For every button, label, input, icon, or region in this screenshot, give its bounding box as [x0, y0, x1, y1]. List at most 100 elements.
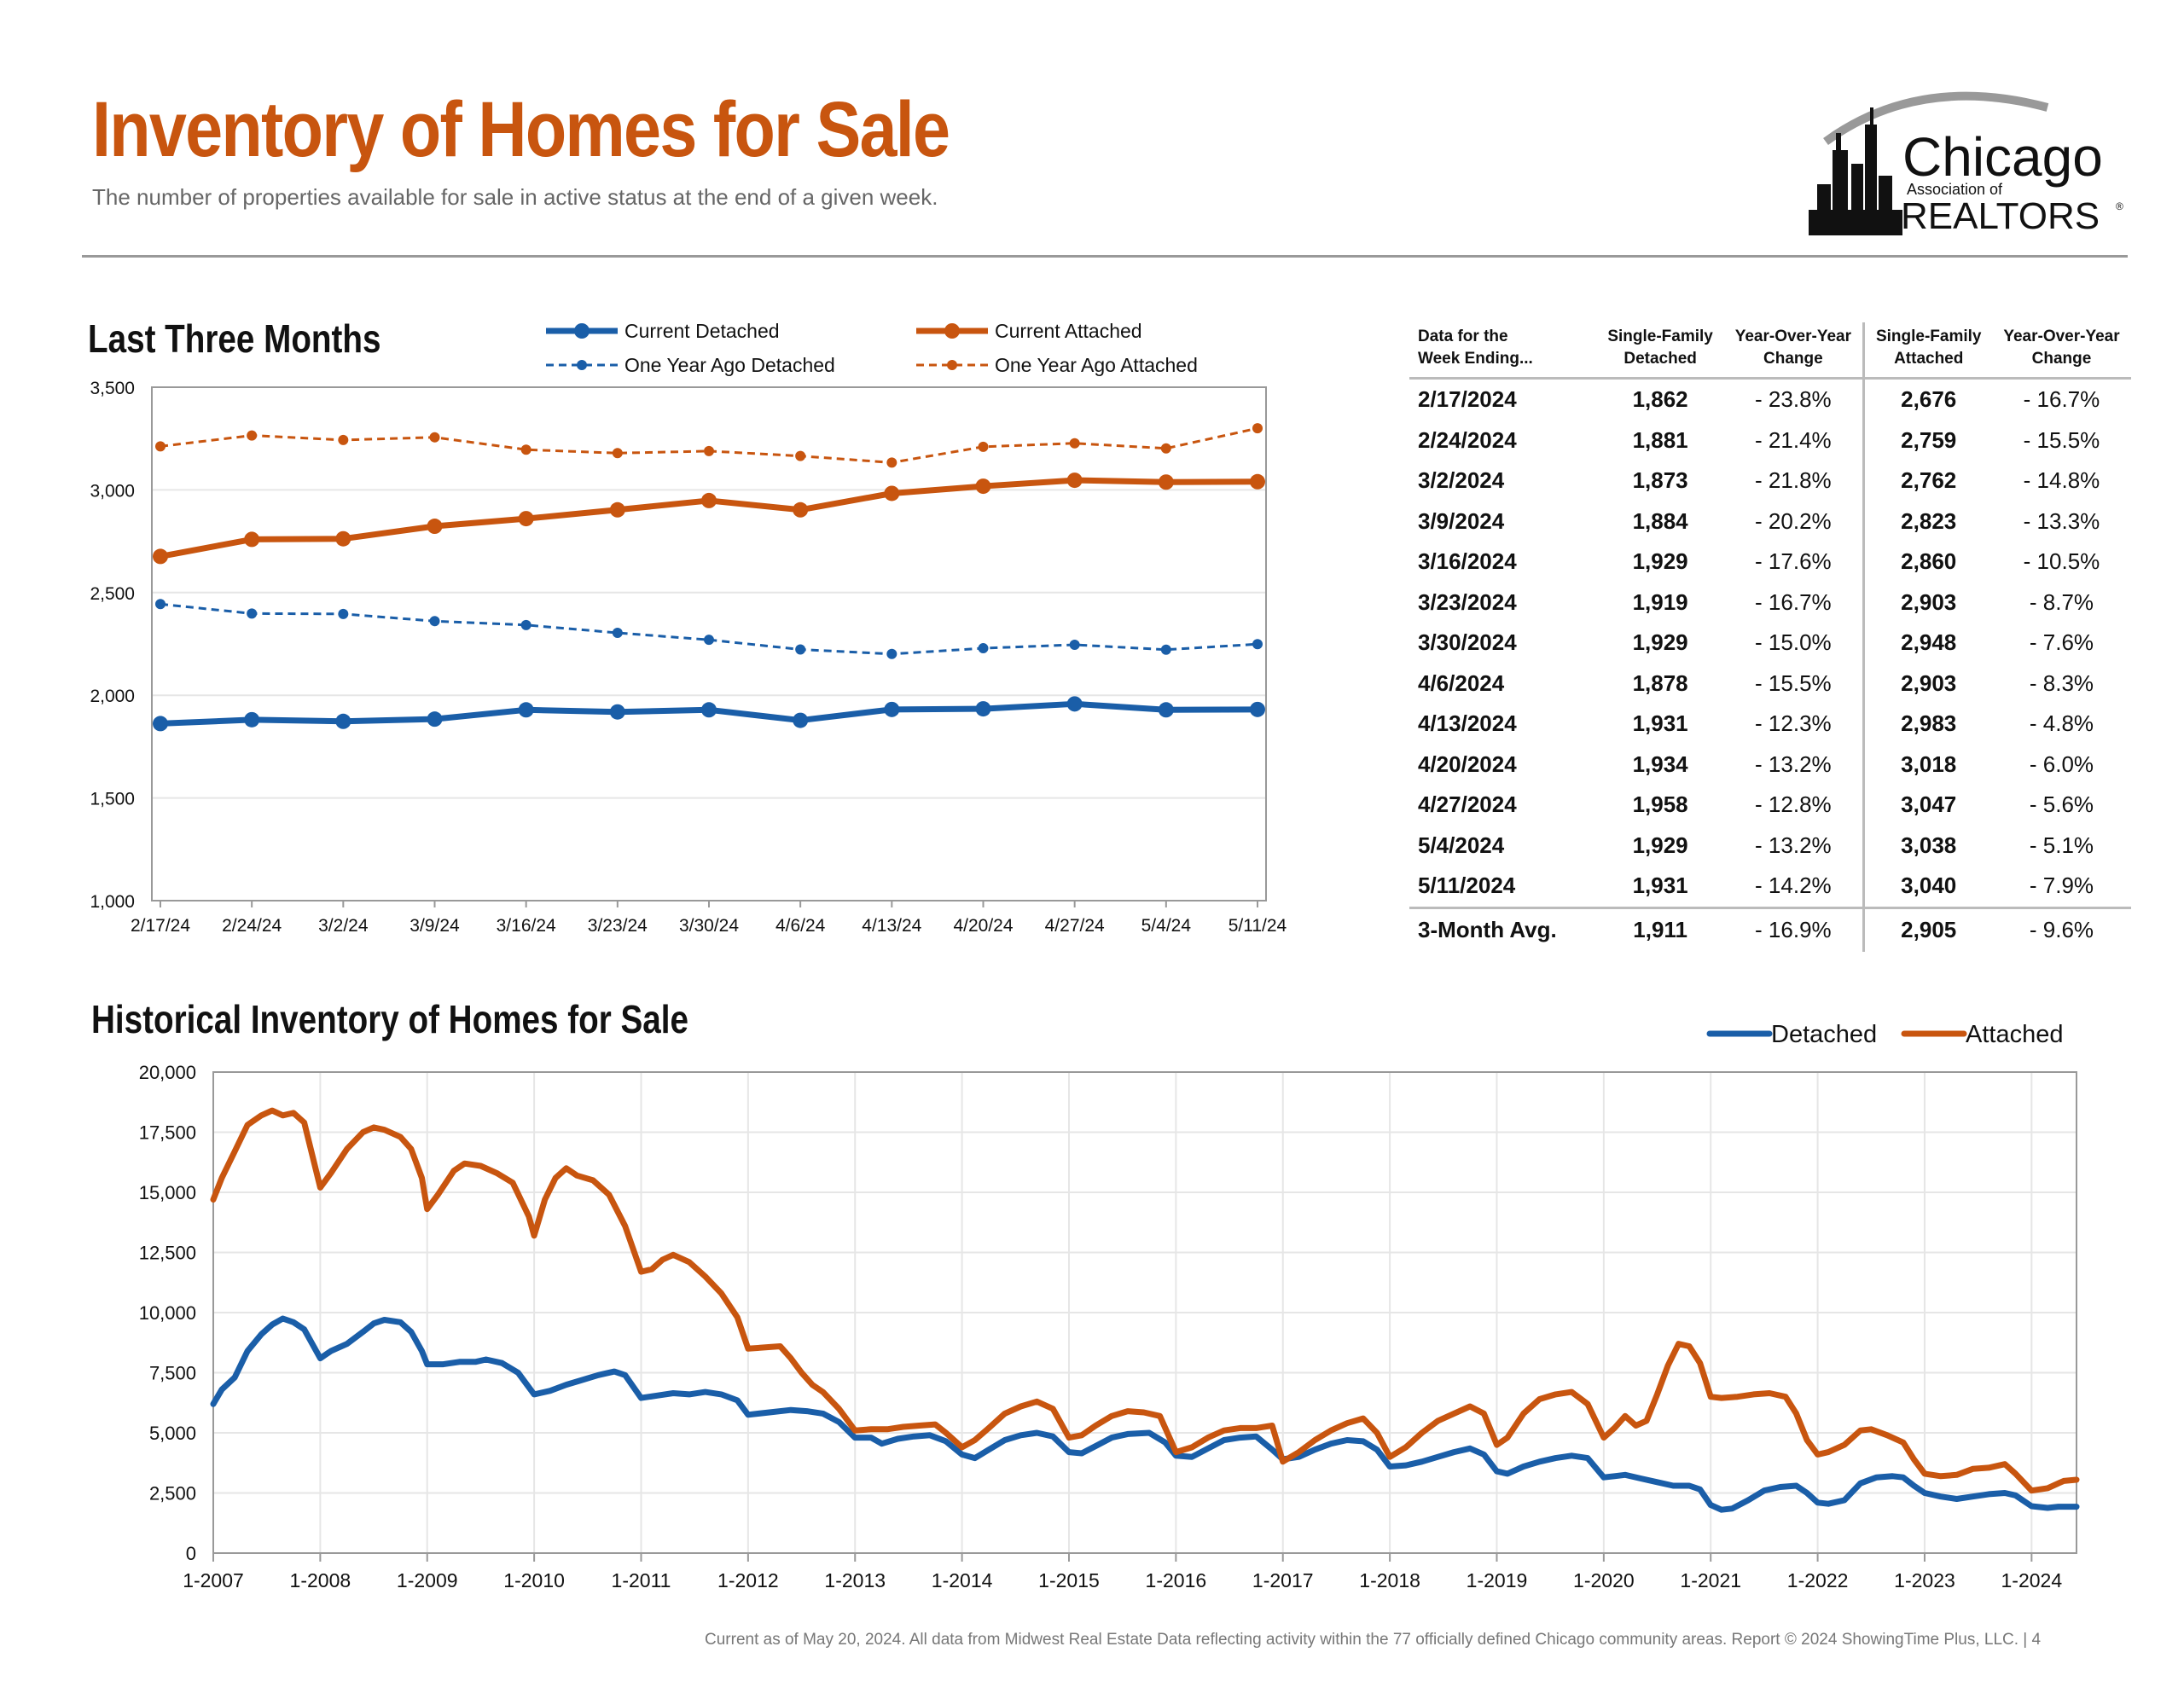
data-point: [1252, 423, 1263, 434]
header-divider: [82, 255, 2128, 258]
x-tick-label: 4/6/24: [775, 916, 826, 936]
table-row: 5/4/2024 1,929 - 13.2% 3,038 - 5.1%: [1409, 825, 2131, 866]
series-line-one-year-ago-attached: [160, 426, 1258, 464]
data-point: [155, 599, 166, 610]
series-line-attached: [210, 1107, 2080, 1494]
detached-yoy-cell: - 16.7%: [1755, 588, 1832, 615]
attached-count-cell: 3,018: [1862, 744, 1992, 785]
week-ending-cell: 3/16/2024: [1418, 548, 1517, 575]
data-point: [975, 478, 991, 495]
header-single-family-detached: Single-Family Detached: [1607, 328, 1713, 368]
series-line-one-year-ago-detached: [160, 602, 1258, 656]
table-row: 2/24/2024 1,881 - 21.4% 2,759 - 15.5%: [1409, 420, 2131, 461]
week-ending-cell: 3/2/2024: [1418, 467, 1505, 494]
week-ending-cell: 3/9/2024: [1418, 507, 1505, 534]
attached-yoy-cell: - 16.7%: [2023, 386, 2100, 413]
detached-yoy-cell: - 12.3%: [1755, 710, 1832, 737]
data-point: [978, 441, 989, 452]
y-tick-label: 15,000: [139, 1182, 196, 1203]
detached-count-cell: 1,881: [1632, 426, 1688, 453]
data-point: [1158, 702, 1174, 718]
x-tick-label: 1-2024: [2001, 1569, 2063, 1591]
x-tick-label: 1-2014: [932, 1569, 993, 1591]
x-tick-label: 3/23/24: [588, 916, 648, 936]
data-point: [427, 519, 443, 535]
week-ending-cell: 4/27/2024: [1418, 791, 1517, 818]
week-ending-cell: 2/24/2024: [1418, 426, 1517, 453]
table-header-row: Data for the Week Ending... Single-Family…: [1409, 322, 2131, 379]
data-point: [884, 485, 900, 501]
data-point: [886, 648, 897, 659]
avg-yoy-attached: - 9.6%: [2029, 917, 2094, 942]
attached-yoy-cell: - 8.7%: [2029, 588, 2094, 615]
attached-yoy-cell: - 10.5%: [2023, 548, 2100, 575]
detached-yoy-cell: - 12.8%: [1755, 791, 1832, 818]
series-line-current-attached: [160, 477, 1258, 559]
detached-count-cell: 1,934: [1632, 751, 1688, 777]
attached-yoy-cell: - 5.1%: [2029, 832, 2094, 858]
x-tick-label: 1-2013: [824, 1569, 886, 1591]
data-point: [244, 531, 260, 548]
data-point: [701, 492, 717, 508]
attached-yoy-cell: - 4.8%: [2029, 710, 2094, 737]
week-ending-cell: 3/23/2024: [1418, 588, 1517, 615]
y-tick-label: 5,000: [149, 1423, 196, 1444]
data-point: [1158, 474, 1174, 490]
attached-yoy-cell: - 15.5%: [2023, 426, 2100, 453]
header-week-ending: Data for the Week Ending...: [1418, 328, 1533, 368]
x-tick-label: 1-2008: [290, 1569, 351, 1591]
x-tick-label: 1-2022: [1787, 1569, 1849, 1591]
page-subtitle: The number of properties available for s…: [92, 184, 938, 210]
data-point: [612, 627, 623, 638]
detached-yoy-cell: - 13.2%: [1755, 751, 1832, 777]
data-point: [1066, 472, 1083, 489]
chicago-realtors-logo: Chicago Association of REALTORS ®: [1809, 91, 2123, 237]
data-point: [338, 608, 349, 619]
y-tick-label: 17,500: [139, 1122, 196, 1144]
legend-marker: [577, 360, 587, 370]
data-point: [1250, 473, 1265, 490]
attached-yoy-cell: - 7.6%: [2029, 629, 2094, 656]
data-point: [518, 511, 534, 527]
attached-count-cell: 3,038: [1862, 825, 1992, 866]
attached-yoy-cell: - 7.9%: [2029, 872, 2094, 899]
data-point: [701, 702, 717, 718]
x-tick-label: 4/27/24: [1045, 916, 1105, 936]
legend-label: One Year Ago Attached: [995, 354, 1198, 376]
attached-count-cell: 2,759: [1862, 420, 1992, 461]
detached-yoy-cell: - 14.2%: [1755, 872, 1832, 899]
attached-count-cell: 2,948: [1862, 623, 1992, 664]
attached-count-cell: 2,903: [1862, 582, 1992, 623]
table-row: 4/27/2024 1,958 - 12.8% 3,047 - 5.6%: [1409, 785, 2131, 826]
y-tick-label: 2,500: [90, 584, 135, 604]
detached-count-cell: 1,931: [1632, 872, 1688, 899]
detached-yoy-cell: - 17.6%: [1755, 548, 1832, 575]
x-tick-label: 1-2020: [1573, 1569, 1635, 1591]
y-tick-label: 1,000: [90, 892, 135, 912]
detached-yoy-cell: - 15.0%: [1755, 629, 1832, 656]
table-row: 3/2/2024 1,873 - 21.8% 2,762 - 14.8%: [1409, 461, 2131, 501]
header-yoy-change-attached: Year-Over-Year Change: [2003, 328, 2120, 368]
table-row: 4/13/2024 1,931 - 12.3% 2,983 - 4.8%: [1409, 704, 2131, 745]
y-tick-label: 7,500: [149, 1363, 196, 1384]
detached-yoy-cell: - 13.2%: [1755, 832, 1832, 858]
attached-count-cell: 2,762: [1862, 461, 1992, 501]
data-point: [1069, 639, 1080, 650]
x-tick-label: 1-2016: [1146, 1569, 1207, 1591]
week-ending-cell: 4/13/2024: [1418, 710, 1517, 737]
data-point: [793, 501, 809, 518]
header-single-family-attached: Single-Family Attached: [1862, 322, 1992, 379]
series-line-detached: [210, 1315, 2080, 1513]
table-row: 2/17/2024 1,862 - 23.8% 2,676 - 16.7%: [1409, 378, 2131, 420]
detached-yoy-cell: - 21.8%: [1755, 467, 1832, 494]
data-point: [1160, 644, 1171, 655]
y-tick-label: 10,000: [139, 1302, 196, 1324]
data-point: [609, 704, 625, 720]
data-point: [244, 711, 260, 728]
attached-count-cell: 2,860: [1862, 542, 1992, 583]
x-tick-label: 1-2011: [612, 1569, 671, 1591]
data-point: [335, 713, 351, 729]
week-ending-cell: 3/30/2024: [1418, 629, 1517, 656]
data-point: [795, 450, 806, 461]
logo-word-realtors: REALTORS: [1901, 195, 2100, 237]
